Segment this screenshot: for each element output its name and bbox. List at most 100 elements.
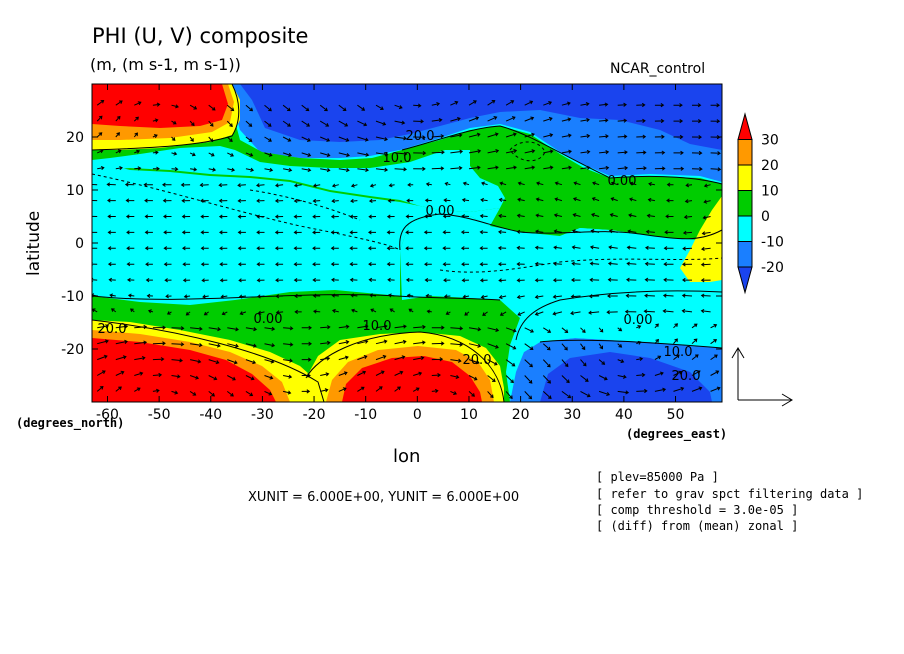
wind-arrow	[394, 386, 401, 392]
wind-arrow	[164, 278, 172, 283]
wind-arrow	[534, 261, 544, 266]
colorbar-swatch	[737, 215, 753, 242]
wind-arrow	[133, 132, 138, 138]
wind-arrow	[357, 386, 365, 392]
wind-arrow	[189, 359, 202, 364]
wind-arrow	[208, 136, 214, 143]
wind-arrow	[561, 375, 570, 384]
wind-arrow	[701, 231, 711, 236]
wind-arrow	[607, 277, 618, 282]
dataset-label: NCAR_control	[610, 61, 706, 77]
wind-arrow	[394, 324, 407, 329]
wind-arrow	[171, 151, 178, 156]
wind-arrow	[468, 132, 481, 138]
wind-arrow	[256, 214, 265, 219]
wind-arrow	[375, 104, 384, 110]
wind-arrow	[283, 358, 293, 363]
wind-arrow	[591, 197, 600, 202]
wind-arrow	[636, 150, 647, 155]
wind-arrow	[369, 183, 377, 188]
wind-arrow	[580, 359, 587, 367]
wind-arrow	[312, 230, 321, 235]
wind-arrow	[301, 341, 312, 346]
wind-arrow	[468, 116, 480, 122]
wind-arrow	[115, 149, 122, 154]
wind-arrow	[92, 198, 98, 202]
wind-arrow	[691, 150, 703, 156]
wind-arrow	[226, 136, 233, 142]
x-tick-label: -10	[354, 407, 377, 423]
wind-arrow	[218, 214, 228, 219]
wind-arrow	[570, 294, 581, 299]
wind-arrow	[92, 214, 98, 219]
wind-arrow	[599, 118, 609, 123]
wind-arrow	[96, 149, 104, 154]
wind-arrow	[283, 342, 294, 347]
wind-arrow	[431, 325, 445, 330]
x-unit-label: (degrees_east)	[626, 427, 728, 441]
wind-arrow	[301, 325, 312, 330]
wind-arrow	[338, 104, 347, 112]
wind-arrow	[598, 359, 606, 365]
wind-arrow	[487, 132, 499, 138]
wind-arrow	[357, 324, 369, 329]
wind-arrow	[703, 183, 711, 188]
wind-arrow	[389, 308, 395, 313]
note-plev: [ plev=85000 Pa ]	[596, 470, 719, 484]
wind-arrow	[200, 198, 209, 203]
wind-arrow	[684, 199, 693, 204]
wind-arrow	[375, 152, 389, 157]
wind-arrow	[97, 339, 109, 345]
wind-arrow	[561, 165, 572, 170]
wind-arrow	[144, 230, 153, 235]
wind-arrow	[338, 355, 349, 361]
wind-arrow	[654, 102, 665, 108]
wind-arrow	[524, 359, 533, 368]
wind-arrow	[145, 277, 153, 283]
wind-arrow	[543, 116, 553, 122]
wind-arrow	[480, 294, 488, 299]
wind-arrow	[181, 230, 191, 235]
wind-arrow	[413, 150, 427, 156]
wind-arrow	[534, 278, 544, 283]
wind-arrow	[682, 262, 693, 267]
wind-arrow	[320, 356, 331, 361]
wind-arrow	[256, 262, 265, 267]
wind-arrow	[375, 370, 385, 376]
wind-arrow	[394, 151, 408, 156]
wind-arrow	[126, 262, 135, 267]
wind-arrow	[183, 294, 191, 299]
wind-arrow	[450, 165, 463, 171]
contour-label: 10.0	[383, 151, 412, 166]
x-tick-label: -20	[303, 407, 326, 423]
wind-arrow	[468, 343, 482, 348]
wind-arrow	[468, 165, 481, 170]
wind-arrow	[710, 151, 721, 156]
wind-arrow	[691, 134, 702, 140]
wind-arrow	[664, 230, 674, 235]
wind-arrow	[654, 338, 659, 345]
wind-arrow	[220, 294, 228, 299]
x-tick-label: 20	[512, 407, 530, 423]
wind-arrow	[505, 100, 515, 106]
wind-arrow	[524, 100, 534, 106]
wind-arrow	[624, 309, 637, 314]
wind-arrow	[408, 308, 414, 313]
wind-arrow	[274, 214, 284, 219]
wind-arrow	[107, 261, 116, 267]
colorbar: 30 20 10 0 -10 -20	[737, 112, 784, 295]
wind-arrow	[443, 278, 451, 283]
wind-arrow	[599, 150, 610, 155]
wind-arrow	[313, 309, 321, 314]
wind-arrow	[673, 354, 680, 360]
wind-arrow	[219, 246, 228, 251]
wind-arrow	[643, 309, 655, 314]
wind-arrow	[654, 387, 667, 392]
wind-arrow	[542, 391, 552, 399]
wind-arrow	[636, 118, 646, 123]
wind-arrow	[543, 149, 554, 154]
wind-arrow	[673, 386, 685, 392]
wind-arrow	[482, 311, 488, 316]
wind-arrow	[580, 102, 590, 107]
